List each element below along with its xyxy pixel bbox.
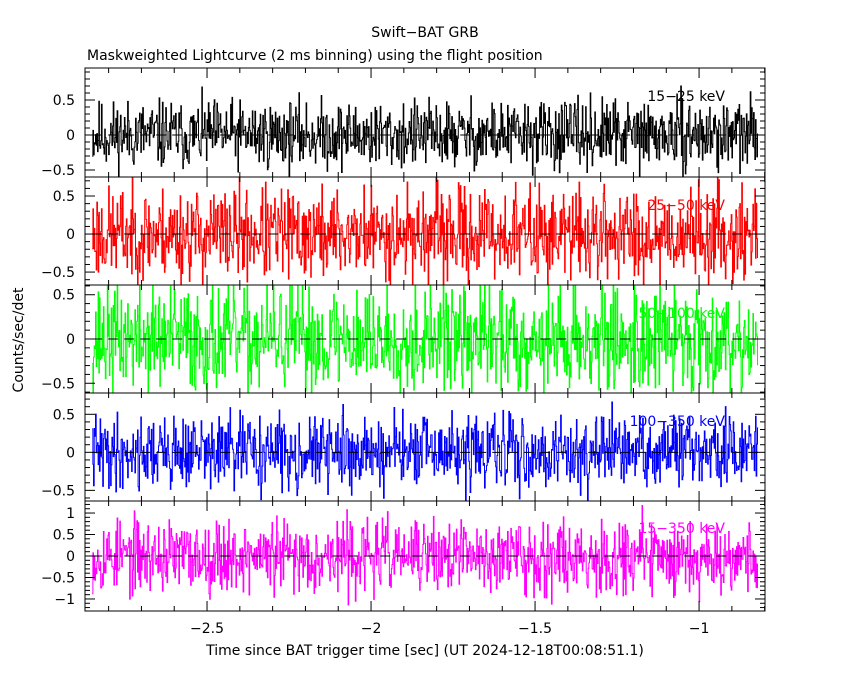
- y-axis-label: Counts/sec/det: [11, 287, 27, 392]
- y-tick-label: 0: [66, 332, 75, 348]
- series-legend-label: 100−350 keV: [630, 414, 726, 430]
- x-tick-label: −2.5: [190, 621, 224, 637]
- y-tick-label: −1: [54, 592, 75, 608]
- y-tick-label: −0.5: [41, 265, 75, 281]
- series-legend-label: 15−25 keV: [647, 89, 725, 105]
- y-tick-label: −0.5: [41, 376, 75, 392]
- y-tick-label: 0: [66, 549, 75, 565]
- chart-subtitle: Maskweighted Lightcurve (2 ms binning) u…: [87, 48, 543, 64]
- panel-3: −0.5 0 0.5 100−350 keV: [41, 392, 766, 502]
- panel-2: −0.5 0 0.5 50−100 keV: [41, 284, 766, 394]
- y-tick-label: 0.5: [53, 189, 75, 205]
- chart-title: Swift−BAT GRB: [371, 25, 478, 41]
- y-tick-label: 0.5: [53, 288, 75, 304]
- panel-0: −0.5 0 0.5 15−25 keV: [41, 67, 766, 179]
- series-legend-label: 25−50 keV: [647, 198, 725, 214]
- y-tick-label: −0.5: [41, 483, 75, 499]
- y-tick-label: 0: [66, 128, 75, 144]
- y-tick-label: −0.5: [41, 570, 75, 586]
- series-legend-label: 15−350 keV: [638, 521, 725, 537]
- x-tick-label: −1.5: [518, 621, 552, 637]
- x-tick-label: −2: [361, 621, 382, 637]
- series-line-2: [92, 284, 759, 394]
- x-axis-label: Time since BAT trigger time [sec] (UT 20…: [205, 643, 644, 659]
- series-line-4: [92, 505, 759, 606]
- x-tick-label: −1: [689, 621, 710, 637]
- series-legend-label: 50−100 keV: [638, 306, 725, 322]
- y-tick-label: 0.5: [53, 93, 75, 109]
- y-tick-label: 1: [66, 506, 75, 522]
- y-tick-label: 0.5: [53, 407, 75, 423]
- y-tick-label: −0.5: [41, 163, 75, 179]
- panel-1: −0.5 0 0.5 25−50 keV: [41, 176, 766, 286]
- panel-4: −1 −0.5 0 0.5 1 15−350 keV: [41, 500, 766, 612]
- y-tick-label: 0: [66, 227, 75, 243]
- series-line-0: [92, 85, 759, 178]
- y-tick-label: 0: [66, 445, 75, 461]
- y-tick-label: 0.5: [53, 528, 75, 544]
- series-line-1: [92, 176, 759, 286]
- series-line-3: [92, 401, 759, 502]
